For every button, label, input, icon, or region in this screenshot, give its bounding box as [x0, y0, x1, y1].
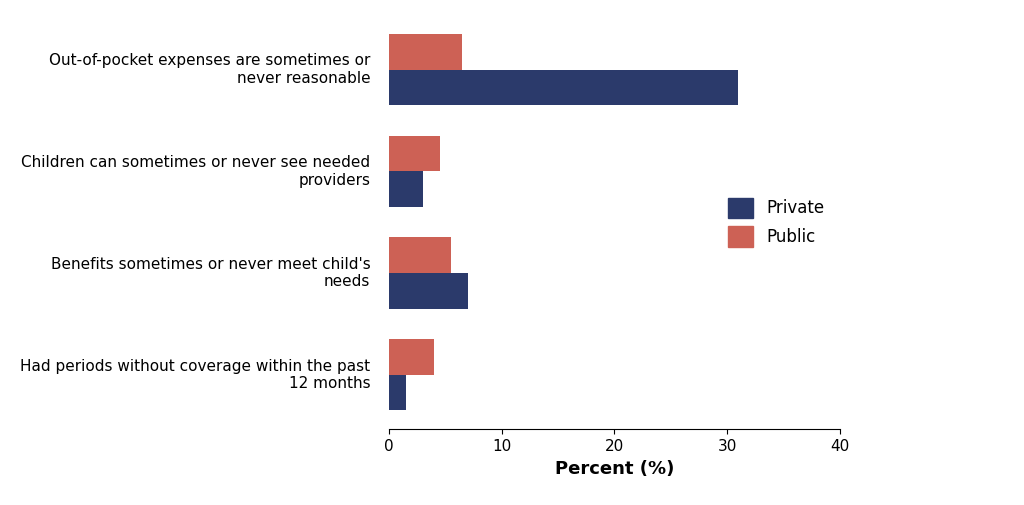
Bar — [389, 339, 434, 375]
Bar — [389, 237, 451, 273]
Bar — [389, 375, 406, 411]
Bar — [389, 136, 440, 171]
Bar — [389, 70, 738, 105]
Bar — [389, 34, 463, 70]
X-axis label: Percent (%): Percent (%) — [555, 460, 674, 478]
Bar — [389, 171, 423, 207]
Legend: Private, Public: Private, Public — [722, 191, 831, 254]
Bar — [389, 273, 468, 309]
